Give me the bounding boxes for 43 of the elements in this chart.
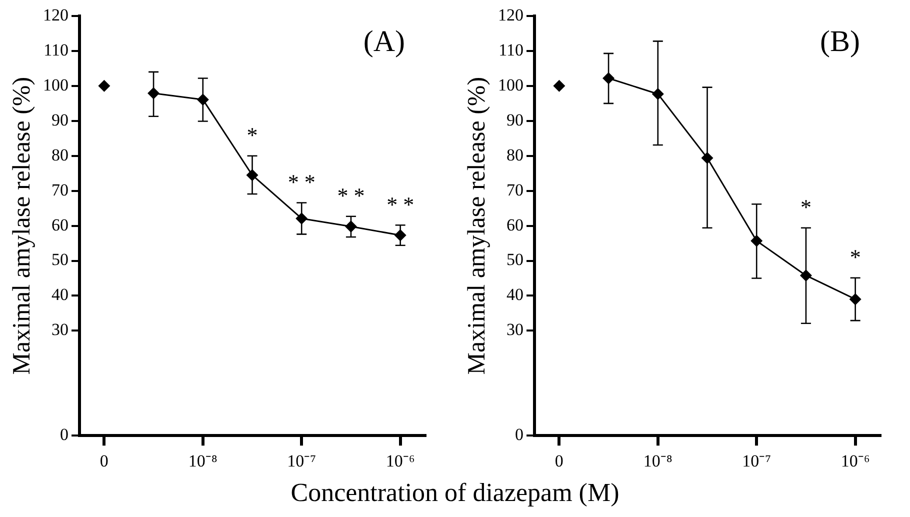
y-tick-label: 70 (52, 180, 68, 200)
x-tick-label: 10⁻⁷ (742, 451, 772, 470)
data-label: * * (288, 170, 316, 195)
x-tick-label: 10⁻⁶ (840, 451, 870, 470)
point (98, 80, 110, 92)
data-label: * (850, 244, 861, 270)
y-tick-label: 120 (43, 5, 68, 24)
y-tick-label: 50 (506, 250, 524, 270)
annotation: (A) (363, 24, 405, 58)
data-label: * * (386, 192, 414, 217)
y-tick-label: 70 (506, 180, 524, 200)
point (553, 80, 566, 92)
y-tick-label: 80 (52, 145, 68, 164)
y-axis-title: Maximal amylase release (%) (8, 76, 36, 375)
y-tick-label: 40 (506, 285, 524, 304)
y-tick-label: 0 (515, 425, 524, 444)
annotation: (B) (820, 24, 860, 58)
x-axis-title: Concentration of diazepam (M) (290, 478, 620, 508)
x-tick-label: 10⁻⁸ (188, 451, 218, 470)
y-tick-label: 90 (506, 110, 524, 130)
y-tick-label: 120 (498, 5, 524, 24)
y-tick-label: 60 (506, 215, 524, 234)
x-tick-label: 10⁻⁶ (386, 451, 415, 470)
data-label: * * (337, 183, 365, 208)
y-tick-label: 50 (52, 250, 68, 270)
y-axis-title: Maximal amylase release (%) (464, 76, 491, 375)
x-tick-label: 10⁻⁸ (643, 451, 672, 470)
y-tick-label: 80 (506, 145, 524, 164)
y-tick-label: 100 (498, 75, 524, 94)
y-tick-label: 110 (498, 40, 524, 60)
y-tick-label: 30 (52, 320, 68, 340)
x-tick-label: 0 (100, 451, 108, 470)
y-tick-label: 40 (52, 285, 68, 304)
data-label: * (246, 122, 258, 148)
data-label: * (800, 194, 812, 220)
x-tick-label: 0 (554, 451, 564, 470)
y-tick-label: 90 (52, 110, 68, 130)
x-tick-label: 10⁻⁷ (287, 451, 316, 470)
y-tick-label: 60 (52, 215, 68, 234)
y-tick-label: 30 (506, 320, 524, 340)
y-tick-label: 100 (43, 75, 68, 94)
y-tick-label: 0 (60, 425, 68, 444)
y-tick-label: 110 (44, 40, 68, 60)
